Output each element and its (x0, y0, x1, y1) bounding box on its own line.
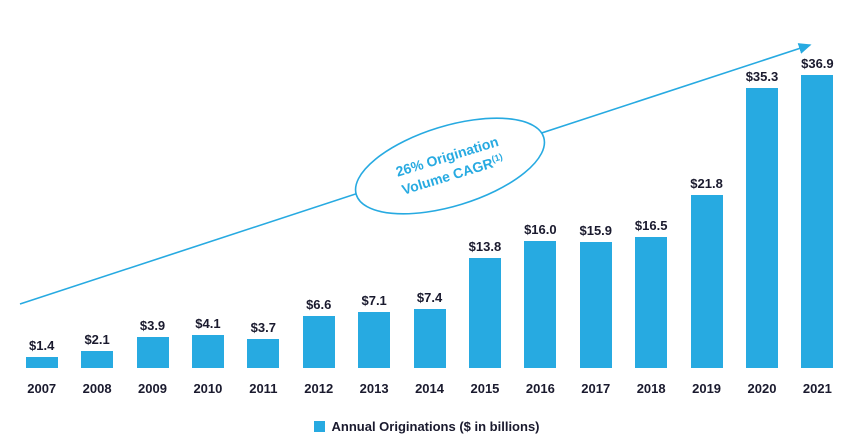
bar (745, 88, 778, 368)
bar-column: $21.8 2019 (679, 176, 734, 396)
bar-value-label: $7.4 (416, 290, 443, 305)
bar (81, 351, 114, 368)
bar-value-label: $3.9 (139, 318, 166, 333)
bar (136, 337, 169, 368)
x-axis-label: 2012 (304, 381, 334, 396)
legend: Annual Originations ($ in billions) (0, 419, 853, 434)
x-axis-label: 2014 (415, 381, 444, 396)
bar-column: $13.8 2015 (457, 239, 512, 396)
x-axis-label: 2019 (692, 381, 722, 396)
bar (801, 75, 834, 368)
bar-column: $16.0 2016 (513, 222, 568, 396)
x-axis-label: 2018 (636, 381, 666, 396)
x-axis-label: 2008 (82, 381, 112, 396)
bar (302, 316, 335, 368)
x-axis-label: 2017 (581, 381, 611, 396)
bar-column: $3.7 2011 (236, 320, 291, 396)
legend-swatch (313, 421, 325, 432)
bar (358, 312, 391, 368)
bar (635, 237, 668, 368)
bar-value-label: $2.1 (84, 332, 110, 347)
bar-column: $2.1 2008 (69, 332, 124, 396)
bar-value-label: $15.9 (579, 223, 613, 238)
bar-column: $7.4 2014 (402, 290, 457, 396)
bar (191, 335, 224, 368)
bar-value-label: $3.7 (250, 320, 276, 335)
bar-value-label: $13.8 (468, 239, 502, 254)
bar (524, 241, 557, 368)
bar-value-label: $4.1 (195, 316, 221, 331)
bar-value-label: $35.3 (745, 69, 779, 84)
x-axis-label: 2009 (138, 381, 167, 396)
x-axis-label: 2007 (27, 381, 57, 396)
legend-label: Annual Originations ($ in billions) (331, 419, 540, 434)
bar-column: $3.9 2009 (125, 318, 180, 396)
bar-column: $15.9 2017 (568, 223, 623, 396)
bar-value-label: $1.4 (29, 338, 55, 353)
bar (247, 339, 280, 368)
bars-container: $1.4 2007 $2.1 2008 $3.9 2009 $4.1 2010 $3.7 2011… (14, 56, 845, 396)
bar-value-label: $6.6 (306, 297, 332, 312)
x-axis-label: 2010 (193, 381, 223, 396)
bar-value-label: $36.9 (801, 56, 834, 71)
bar (25, 357, 58, 368)
bar-column: $16.5 2018 (623, 218, 678, 396)
x-axis-label: 2021 (802, 381, 832, 396)
x-axis-label: 2020 (747, 381, 777, 396)
x-axis-label: 2011 (249, 381, 278, 396)
x-axis-label: 2013 (359, 381, 389, 396)
bar (468, 258, 501, 368)
bar-value-label: $21.8 (690, 176, 723, 191)
bar-column: $7.1 2013 (346, 293, 401, 396)
bar (413, 309, 446, 368)
bar (579, 242, 612, 368)
bar-column: $6.6 2012 (291, 297, 346, 396)
bar-value-label: $16.5 (634, 218, 668, 233)
x-axis-label: 2016 (525, 381, 555, 396)
bar-column: $4.1 2010 (180, 316, 235, 396)
bar-value-label: $16.0 (524, 222, 557, 237)
x-axis-label: 2015 (470, 381, 500, 396)
bar-value-label: $7.1 (361, 293, 387, 308)
bar-column: $35.3 2020 (734, 69, 789, 396)
bar-column: $1.4 2007 (14, 338, 69, 396)
bar (690, 195, 723, 368)
bar-column: $36.9 2021 (790, 56, 845, 396)
